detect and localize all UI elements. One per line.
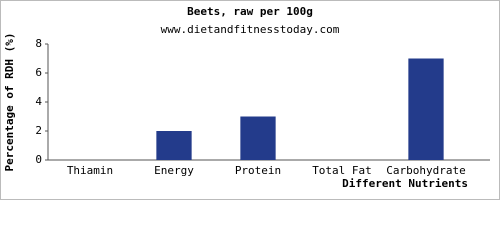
bar [156, 131, 192, 160]
chart-subtitle: www.dietandfitnesstoday.com [161, 23, 340, 36]
bar [408, 58, 444, 160]
bar [240, 116, 276, 160]
chart-title: Beets, raw per 100g [187, 5, 313, 18]
y-tick-label: 0 [35, 153, 42, 166]
y-tick-label: 2 [35, 124, 42, 137]
x-tick-label: Carbohydrate [386, 164, 465, 177]
x-tick-label: Total Fat [312, 164, 372, 177]
chart: Beets, raw per 100g www.dietandfitnessto… [0, 0, 500, 200]
y-tick-label: 8 [35, 37, 42, 50]
x-tick-label: Thiamin [67, 164, 113, 177]
x-tick-label: Protein [235, 164, 281, 177]
y-tick-label: 4 [35, 95, 42, 108]
x-tick-label: Energy [154, 164, 194, 177]
y-axis-label: Percentage of RDH (%) [3, 32, 16, 171]
x-axis-label: Different Nutrients [342, 177, 468, 190]
y-tick-label: 6 [35, 66, 42, 79]
